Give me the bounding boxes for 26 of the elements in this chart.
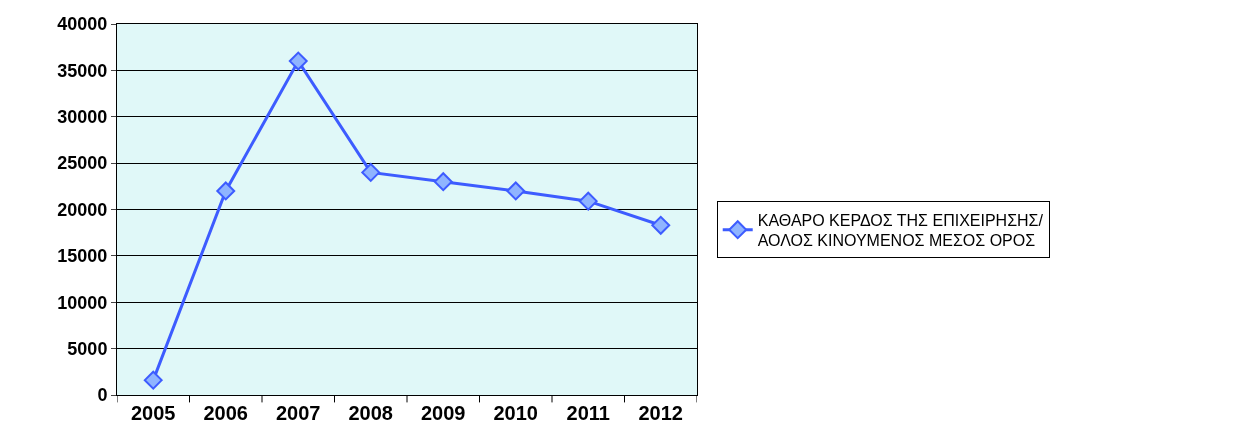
y-tick-label: 20000 — [57, 199, 108, 220]
point — [216, 181, 236, 201]
point — [288, 51, 308, 71]
y-tick-label: 40000 — [57, 14, 108, 35]
x-tick-label: 2007 — [276, 402, 321, 424]
y-tick-label: 10000 — [57, 292, 108, 313]
y-tick-label: 5000 — [67, 338, 108, 359]
x-tick-label: 2010 — [493, 402, 538, 424]
x-tick-label: 2012 — [638, 402, 683, 424]
point — [651, 215, 671, 235]
x-tick-label: 2009 — [421, 402, 466, 424]
legend-label: ΚΑΘΑΡΟ ΚΕΡΔΟΣ ΤΗΣ ΕΠΙΧΕΙΡΗΣΗΣ/ ΑΟΛΟΣ ΚΙΝΟΥΜΕΝΟΣ ΜΕΣΟΣ ΟΡΟΣ — [757, 211, 1044, 250]
x-tick-label: 2008 — [348, 402, 393, 424]
y-tick-label: 15000 — [57, 246, 108, 267]
y-tick-label: 0 — [97, 385, 108, 406]
y-tick-label: 25000 — [57, 153, 108, 174]
point — [361, 162, 381, 182]
point — [506, 181, 526, 201]
x-tick-label: 2005 — [131, 402, 176, 424]
point — [143, 370, 163, 390]
point — [433, 172, 453, 192]
x-tick-label: 2006 — [203, 402, 248, 424]
y-tick-label: 30000 — [57, 107, 108, 128]
y-tick-label: 35000 — [57, 60, 108, 81]
point — [578, 191, 598, 211]
x-tick-label: 2011 — [566, 402, 610, 424]
